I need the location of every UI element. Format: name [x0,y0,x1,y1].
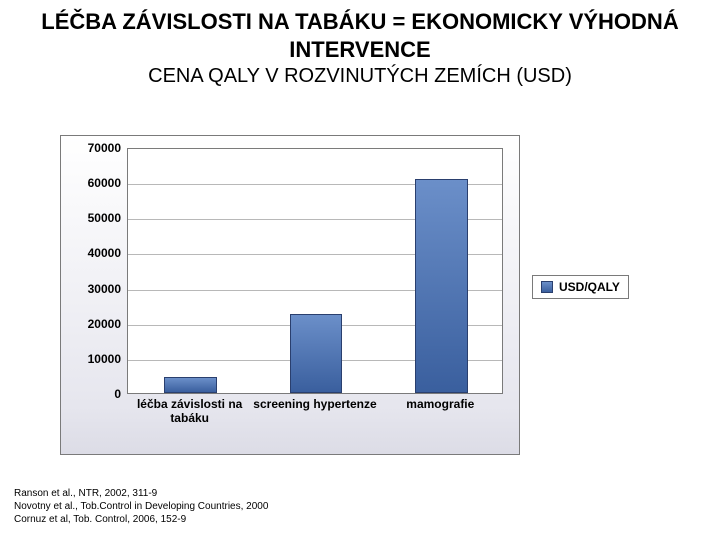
legend-swatch-icon [541,281,553,293]
chart-xtick-label: screening hypertenze [252,398,377,412]
chart-xtick-label: mamografie [378,398,503,412]
chart-bar [164,377,217,393]
chart-container: 0 10000 20000 30000 40000 50000 60000 70000 léčb… [60,135,660,455]
chart-xtick-label: léčba závislosti na tabáku [127,398,252,426]
chart-ytick-label: 50000 [71,211,121,225]
citations-block: Ranson et al., NTR, 2002, 311-9 Novotny … [14,487,268,526]
chart-bar [290,314,343,393]
page-subtitle: CENA QALY V ROZVINUTÝCH ZEMÍCH (USD) [0,63,720,94]
chart-ytick-label: 20000 [71,317,121,331]
citation-line: Ranson et al., NTR, 2002, 311-9 [14,487,268,500]
chart-plot-area [127,148,503,394]
chart-ytick-label: 30000 [71,282,121,296]
chart-ytick-label: 10000 [71,352,121,366]
chart-ytick-label: 40000 [71,246,121,260]
citation-line: Cornuz et al, Tob. Control, 2006, 152-9 [14,513,268,526]
chart-outer-frame: 0 10000 20000 30000 40000 50000 60000 70000 léčb… [60,135,520,455]
citation-line: Novotny et al., Tob.Control in Developin… [14,500,268,513]
chart-bar [415,179,468,393]
chart-legend: USD/QALY [532,275,629,299]
legend-label: USD/QALY [559,280,620,294]
chart-ytick-label: 60000 [71,176,121,190]
chart-ytick-label: 70000 [71,141,121,155]
page-title: LÉČBA ZÁVISLOSTI NA TABÁKU = EKONOMICKY … [0,0,720,63]
chart-ytick-label: 0 [71,387,121,401]
